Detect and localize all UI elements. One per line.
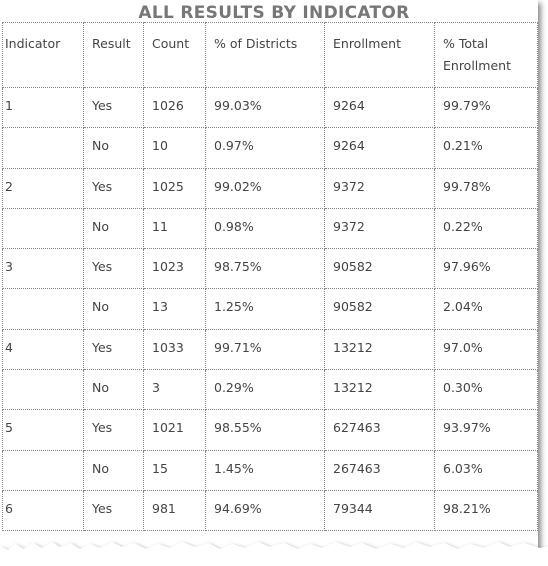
cell: 0.29% [205, 369, 325, 411]
table-row: No 3 0.29% 13212 0.30% [2, 369, 538, 411]
torn-edge [0, 542, 548, 566]
cell: 9264 [324, 86, 435, 129]
cell: 0.21% [434, 127, 538, 169]
cell: Yes [83, 86, 144, 129]
table-row: 2 Yes 1025 99.02% 9372 99.78% [2, 167, 538, 209]
cell: 13212 [324, 328, 435, 371]
cell: 11 [143, 207, 206, 250]
cell: 1021 [143, 409, 206, 451]
cell: 13 [143, 288, 206, 330]
table-row: No 15 1.45% 267463 6.03% [2, 449, 538, 491]
cell: 6 [2, 489, 84, 532]
cell: 97.0% [434, 328, 538, 371]
cell: 1.25% [205, 288, 325, 330]
column-header: % of Districts [205, 22, 325, 88]
column-header: Enrollment [324, 22, 435, 88]
cell: No [83, 207, 144, 250]
table-row: No 13 1.25% 90582 2.04% [2, 288, 538, 330]
cell: 3 [2, 248, 84, 290]
cell: 9372 [324, 167, 435, 209]
cell: 99.78% [434, 167, 538, 209]
table-title: ALL RESULTS BY INDICATOR [138, 3, 410, 23]
cell: Yes [83, 248, 144, 290]
cell: 267463 [324, 449, 435, 491]
cell: 0.97% [205, 127, 325, 169]
cell [2, 449, 84, 491]
cell: 1025 [143, 167, 206, 209]
cell: 1023 [143, 248, 206, 290]
cell: 99.79% [434, 86, 538, 129]
cell: 79344 [324, 489, 435, 532]
cell [2, 207, 84, 250]
cell: 99.71% [205, 328, 325, 371]
cell: 98.21% [434, 489, 538, 532]
cell: No [83, 127, 144, 169]
cell: 6.03% [434, 449, 538, 491]
table-row: No 10 0.97% 9264 0.21% [2, 127, 538, 169]
results-table: Indicator Result Count% of Districts Enroll… [2, 22, 538, 532]
cell: No [83, 369, 144, 411]
column-header: Count [143, 22, 206, 88]
cell: 99.03% [205, 86, 325, 129]
cell: 4 [2, 328, 84, 371]
cell: 98.75% [205, 248, 325, 290]
column-header: Result [83, 22, 144, 88]
cell: 90582 [324, 288, 435, 330]
cell: 93.97% [434, 409, 538, 451]
cell: 2.04% [434, 288, 538, 330]
cell: 627463 [324, 409, 435, 451]
table-row: 4 Yes 1033 99.71% 13212 97.0% [2, 328, 538, 371]
cell: 97.96% [434, 248, 538, 290]
cell: 0.22% [434, 207, 538, 250]
cell: 98.55% [205, 409, 325, 451]
cell: Yes [83, 167, 144, 209]
column-header: Indicator [2, 22, 84, 88]
cell: 94.69% [205, 489, 325, 532]
cell: 15 [143, 449, 206, 491]
cell: 9264 [324, 127, 435, 169]
cell: 1 [2, 86, 84, 129]
table-row: No 11 0.98% 9372 0.22% [2, 207, 538, 250]
cell: 90582 [324, 248, 435, 290]
cell: 13212 [324, 369, 435, 411]
cell: 981 [143, 489, 206, 532]
cell [2, 288, 84, 330]
cell [2, 369, 84, 411]
cell: 0.98% [205, 207, 325, 250]
cell: No [83, 449, 144, 491]
cell: 10 [143, 127, 206, 169]
cell: Yes [83, 328, 144, 371]
table-row: 3 Yes 1023 98.75% 90582 97.96% [2, 248, 538, 290]
table-row: 6 Yes 981 94.69% 79344 98.21% [2, 489, 538, 532]
cell: 5 [2, 409, 84, 451]
cell: 1026 [143, 86, 206, 129]
cell: 99.02% [205, 167, 325, 209]
cell: 2 [2, 167, 84, 209]
column-header: % Total Enrollment [434, 22, 538, 88]
cell [2, 127, 84, 169]
header-row: Indicator Result Count% of Districts Enroll… [2, 22, 538, 88]
table-body: 1 Yes 1026 99.03% 9264 99.79% No 10 0.97% 9264 0.2… [2, 86, 538, 532]
table-row: 5 Yes 1021 98.55% 627463 93.97% [2, 409, 538, 451]
cell: Yes [83, 409, 144, 451]
cell: Yes [83, 489, 144, 532]
cell: 0.30% [434, 369, 538, 411]
cell: 1033 [143, 328, 206, 371]
cell: 1.45% [205, 449, 325, 491]
cell: 3 [143, 369, 206, 411]
cell: 9372 [324, 207, 435, 250]
cell: No [83, 288, 144, 330]
table-row: 1 Yes 1026 99.03% 9264 99.79% [2, 86, 538, 129]
